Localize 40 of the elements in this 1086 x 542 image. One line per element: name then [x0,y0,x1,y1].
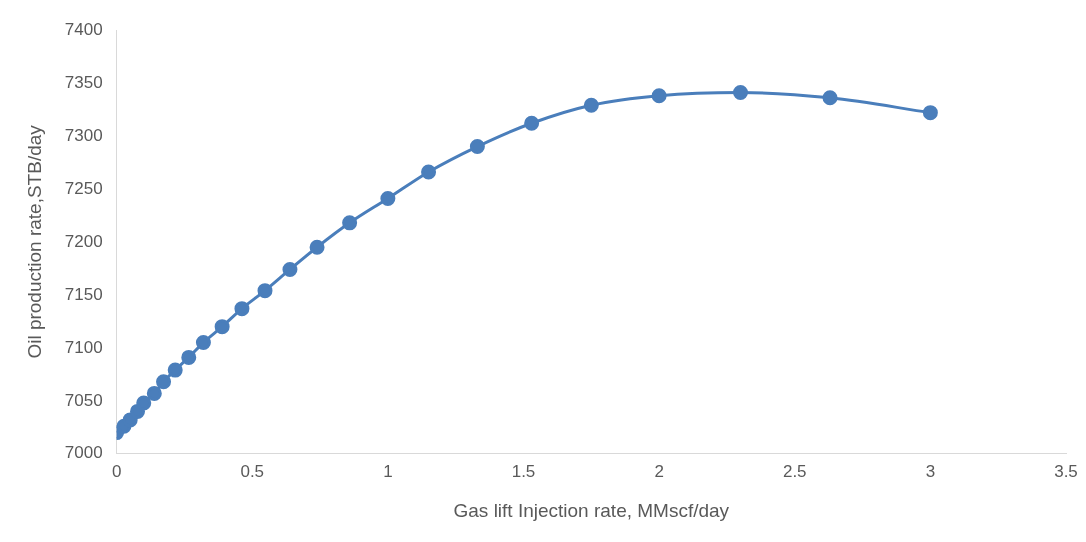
point [469,139,485,155]
point [214,319,230,335]
point [583,97,599,113]
point [421,164,437,180]
point [524,115,540,131]
x-tick-label: 3.5 [1054,461,1078,481]
point [195,335,211,351]
y-tick-label: 7200 [64,231,103,251]
x-axis-title: Gas lift Injection rate, MMscf/day [453,499,730,521]
point [309,239,325,255]
point [733,85,748,101]
y-tick-label: 7050 [64,390,103,410]
y-tick-label: 7400 [64,19,103,39]
x-tick-label: 3 [925,461,936,481]
x-tick-label: 0.5 [240,461,265,481]
x-tick-label: 1 [383,461,393,481]
y-tick-label: 7150 [64,284,103,304]
point [234,301,250,317]
point [156,374,172,390]
y-tick-label: 7250 [64,178,103,198]
y-tick-label: 7000 [64,443,103,463]
point [922,105,938,121]
x-tick-label: 2.5 [782,461,807,481]
y-tick-label: 7350 [64,72,103,92]
x-tick-label: 0 [111,461,122,481]
y-axis-title: Oil production rate,STB/day [23,124,45,359]
point [136,395,152,411]
point [282,261,298,277]
point [146,385,162,401]
y-tick-label: 7300 [64,125,103,145]
x-tick-label: 1.5 [511,461,536,481]
point [380,190,396,206]
point [181,349,197,365]
point [822,90,838,106]
point [257,283,273,299]
point [342,215,358,231]
y-tick-label: 7100 [64,337,103,357]
point [651,88,667,104]
point [167,362,183,378]
x-tick-label: 2 [654,461,664,481]
